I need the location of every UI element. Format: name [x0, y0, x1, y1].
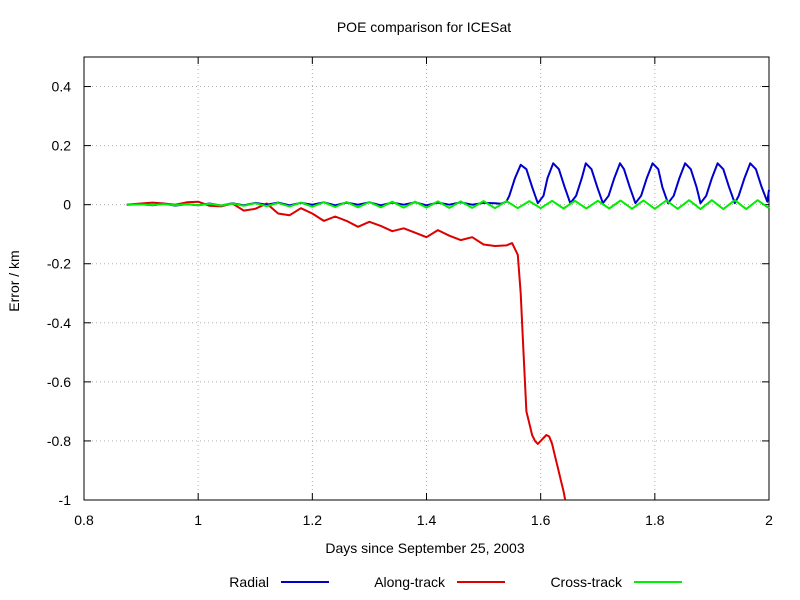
x-tick-label: 1.4	[417, 512, 437, 528]
x-tick-label: 1	[194, 512, 202, 528]
x-axis-title: Days since September 25, 2003	[325, 540, 524, 556]
series-line-radial	[126, 162, 770, 207]
y-tick-labels: -1 -0.8 -0.6 -0.4 -0.2 0 0.2 0.4	[47, 79, 71, 508]
legend-label-radial: Radial	[229, 574, 269, 590]
y-tick-label: -0.6	[47, 374, 71, 390]
x-tick-labels: 0.8 1 1.2 1.4 1.6 1.8 2	[74, 512, 773, 528]
series-line-along-track	[126, 200, 567, 501]
y-tick-label: 0.4	[52, 79, 72, 95]
y-axis-title: Error / km	[6, 250, 22, 311]
y-tick-label: -0.8	[47, 433, 71, 449]
axis-ticks	[83, 57, 770, 501]
y-tick-label: -0.2	[47, 256, 71, 272]
y-tick-label: -1	[59, 492, 72, 508]
x-tick-label: 2	[765, 512, 773, 528]
series-line-cross-track	[126, 199, 770, 211]
x-tick-label: 1.6	[531, 512, 551, 528]
x-tick-label: 1.8	[645, 512, 665, 528]
legend: Radial Along-track Cross-track	[229, 574, 682, 590]
y-tick-label: -0.4	[47, 315, 71, 331]
y-tick-label: 0.2	[52, 138, 72, 154]
chart-title: POE comparison for ICESat	[337, 19, 511, 35]
gridlines	[84, 57, 769, 500]
x-tick-label: 1.2	[303, 512, 323, 528]
x-tick-label: 0.8	[74, 512, 94, 528]
legend-label-cross-track: Cross-track	[550, 574, 623, 590]
legend-label-along-track: Along-track	[374, 574, 446, 590]
series-lines	[126, 162, 770, 501]
y-tick-label: 0	[63, 197, 71, 213]
